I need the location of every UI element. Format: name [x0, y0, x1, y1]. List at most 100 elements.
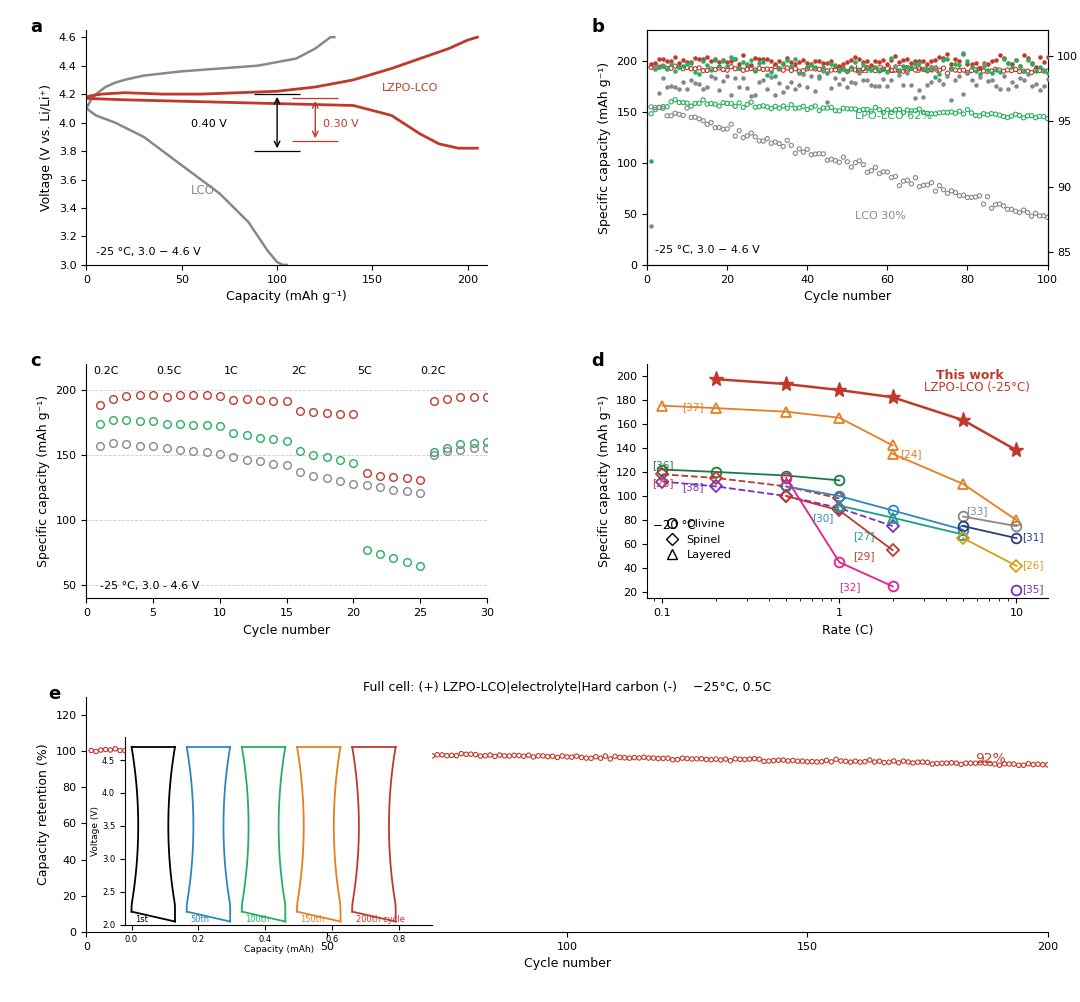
Point	[535, 747, 552, 764]
Point	[727, 70, 744, 86]
Point	[702, 68, 719, 84]
Point	[915, 104, 932, 120]
Point	[891, 101, 908, 117]
Point	[859, 164, 876, 180]
Point	[1023, 208, 1040, 224]
Point	[991, 107, 1009, 123]
Point	[1003, 201, 1021, 217]
Point	[931, 49, 948, 65]
Point	[755, 98, 772, 114]
Point	[891, 62, 908, 78]
Point	[983, 105, 1000, 121]
Point	[741, 752, 758, 768]
Point	[174, 742, 191, 759]
Point	[698, 752, 715, 768]
Point	[991, 47, 1009, 63]
Point	[851, 755, 868, 771]
Point	[438, 747, 456, 764]
Point	[554, 747, 571, 764]
Point	[739, 56, 756, 72]
Point	[347, 745, 364, 762]
Point	[963, 56, 981, 72]
Text: a: a	[30, 18, 42, 36]
Point	[923, 757, 941, 773]
Point	[203, 743, 220, 760]
Point	[899, 59, 916, 75]
Point	[711, 54, 728, 70]
Point	[683, 72, 700, 88]
Point	[737, 752, 754, 768]
Point	[675, 61, 692, 77]
Point	[835, 149, 852, 165]
Point	[683, 55, 700, 71]
Point	[323, 743, 340, 760]
Point	[721, 753, 739, 769]
Point	[887, 58, 904, 74]
Point	[711, 119, 728, 135]
Point	[1011, 70, 1028, 86]
Point	[894, 63, 912, 79]
Point	[727, 98, 744, 114]
Point	[789, 754, 807, 770]
Point	[826, 62, 843, 78]
Point	[690, 111, 707, 127]
Point	[922, 53, 940, 69]
Point	[1035, 207, 1052, 223]
Point	[779, 60, 796, 76]
Point	[1000, 757, 1017, 773]
Point	[774, 55, 792, 71]
Point	[743, 125, 760, 141]
Point	[774, 138, 792, 154]
Point	[723, 116, 740, 132]
Point	[751, 60, 768, 76]
Point	[875, 52, 892, 68]
Point	[602, 750, 619, 767]
Point	[894, 173, 912, 189]
Point	[669, 752, 686, 768]
Point	[755, 54, 772, 70]
Point	[851, 152, 868, 168]
Point	[771, 61, 788, 77]
Point	[867, 53, 885, 69]
Point	[1011, 63, 1028, 79]
Point	[683, 98, 700, 114]
Point	[458, 746, 475, 763]
Point	[751, 133, 768, 149]
Point	[890, 755, 907, 771]
Point	[947, 72, 964, 88]
Point	[943, 755, 960, 771]
Point	[927, 60, 944, 76]
Point	[755, 72, 772, 88]
Text: [38]: [38]	[683, 482, 704, 492]
Point	[835, 100, 852, 116]
Point	[767, 134, 784, 150]
Point	[645, 750, 662, 767]
Text: LZPO-LCO 94%: LZPO-LCO 94%	[855, 65, 940, 75]
Point	[659, 750, 676, 767]
Point	[959, 101, 976, 117]
Point	[160, 741, 177, 758]
Point	[955, 62, 972, 78]
Point	[943, 182, 960, 198]
Point	[549, 749, 566, 766]
Point	[959, 65, 976, 81]
Point	[971, 66, 988, 82]
Point	[82, 742, 99, 759]
Point	[313, 744, 330, 761]
Point	[947, 62, 964, 78]
Point	[643, 99, 660, 115]
Point	[1039, 49, 1056, 65]
Point	[1023, 107, 1040, 123]
Point	[987, 78, 1004, 94]
Point	[675, 94, 692, 110]
Point	[718, 121, 735, 137]
Point	[823, 62, 840, 78]
Point	[987, 106, 1004, 122]
Point	[863, 162, 880, 178]
Point	[842, 73, 860, 89]
Point	[943, 104, 960, 120]
Point	[919, 63, 936, 79]
Point	[986, 756, 1003, 772]
Text: 2C: 2C	[291, 366, 306, 376]
Point	[894, 57, 912, 73]
